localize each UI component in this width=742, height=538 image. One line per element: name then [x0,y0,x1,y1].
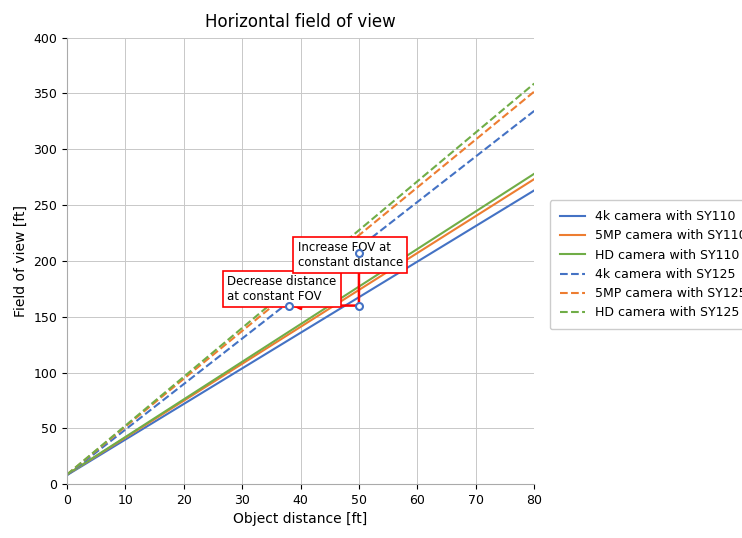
HD camera with SY110 [287,327,296,333]
HD camera with SY110 [445,225,454,231]
4k camera with SY125 [284,299,293,306]
5MP camera with SY110 [445,229,454,236]
Line: 4k camera with SY110: 4k camera with SY110 [67,190,534,475]
4k camera with SY110 [445,238,454,245]
HD camera with SY125 [284,286,293,292]
Line: 5MP camera with SY125: 5MP camera with SY125 [67,91,534,475]
5MP camera with SY125 [315,264,324,271]
4k camera with SY110 [519,194,528,201]
HD camera with SY125 [62,471,71,478]
Title: Horizontal field of view: Horizontal field of view [205,12,396,31]
HD camera with SY125 [341,239,349,245]
5MP camera with SY110 [530,176,539,182]
HD camera with SY125 [287,284,296,290]
4k camera with SY110 [284,337,293,343]
4k camera with SY110 [62,472,71,478]
X-axis label: Object distance [ft]: Object distance [ft] [234,513,367,527]
Text: Increase FOV at
constant distance: Increase FOV at constant distance [298,240,403,269]
4k camera with SY125 [519,116,528,123]
HD camera with SY110 [315,309,324,315]
5MP camera with SY125 [62,471,71,478]
HD camera with SY110 [62,471,71,478]
4k camera with SY110 [530,187,539,194]
Line: HD camera with SY110: HD camera with SY110 [67,174,534,475]
4k camera with SY125 [530,108,539,114]
5MP camera with SY110 [519,183,528,189]
5MP camera with SY110 [341,295,349,302]
HD camera with SY110 [284,329,293,335]
5MP camera with SY110 [284,331,293,337]
Line: 4k camera with SY125: 4k camera with SY125 [67,111,534,475]
Line: 5MP camera with SY110: 5MP camera with SY110 [67,179,534,475]
5MP camera with SY125 [284,289,293,296]
Y-axis label: Field of view [ft]: Field of view [ft] [13,205,27,317]
4k camera with SY125 [445,173,454,180]
4k camera with SY110 [315,318,324,324]
5MP camera with SY125 [341,244,349,250]
5MP camera with SY110 [315,312,324,318]
4k camera with SY125 [287,297,296,303]
5MP camera with SY110 [62,471,71,478]
HD camera with SY125 [530,80,539,87]
4k camera with SY110 [287,335,296,342]
5MP camera with SY125 [287,287,296,294]
HD camera with SY125 [445,151,454,157]
HD camera with SY125 [519,90,528,96]
Legend: 4k camera with SY110, 5MP camera with SY110, HD camera with SY110, 4k camera wit: 4k camera with SY110, 5MP camera with SY… [550,200,742,329]
4k camera with SY110 [341,302,349,309]
4k camera with SY125 [62,472,71,478]
5MP camera with SY125 [519,97,528,104]
4k camera with SY125 [315,275,324,281]
5MP camera with SY110 [287,329,296,336]
HD camera with SY110 [341,292,349,299]
5MP camera with SY125 [530,88,539,95]
Line: HD camera with SY125: HD camera with SY125 [67,83,534,475]
5MP camera with SY125 [445,158,454,164]
HD camera with SY110 [519,178,528,184]
HD camera with SY125 [315,260,324,266]
HD camera with SY110 [530,171,539,177]
Text: Decrease distance
at constant FOV: Decrease distance at constant FOV [228,275,337,303]
4k camera with SY125 [341,255,349,261]
